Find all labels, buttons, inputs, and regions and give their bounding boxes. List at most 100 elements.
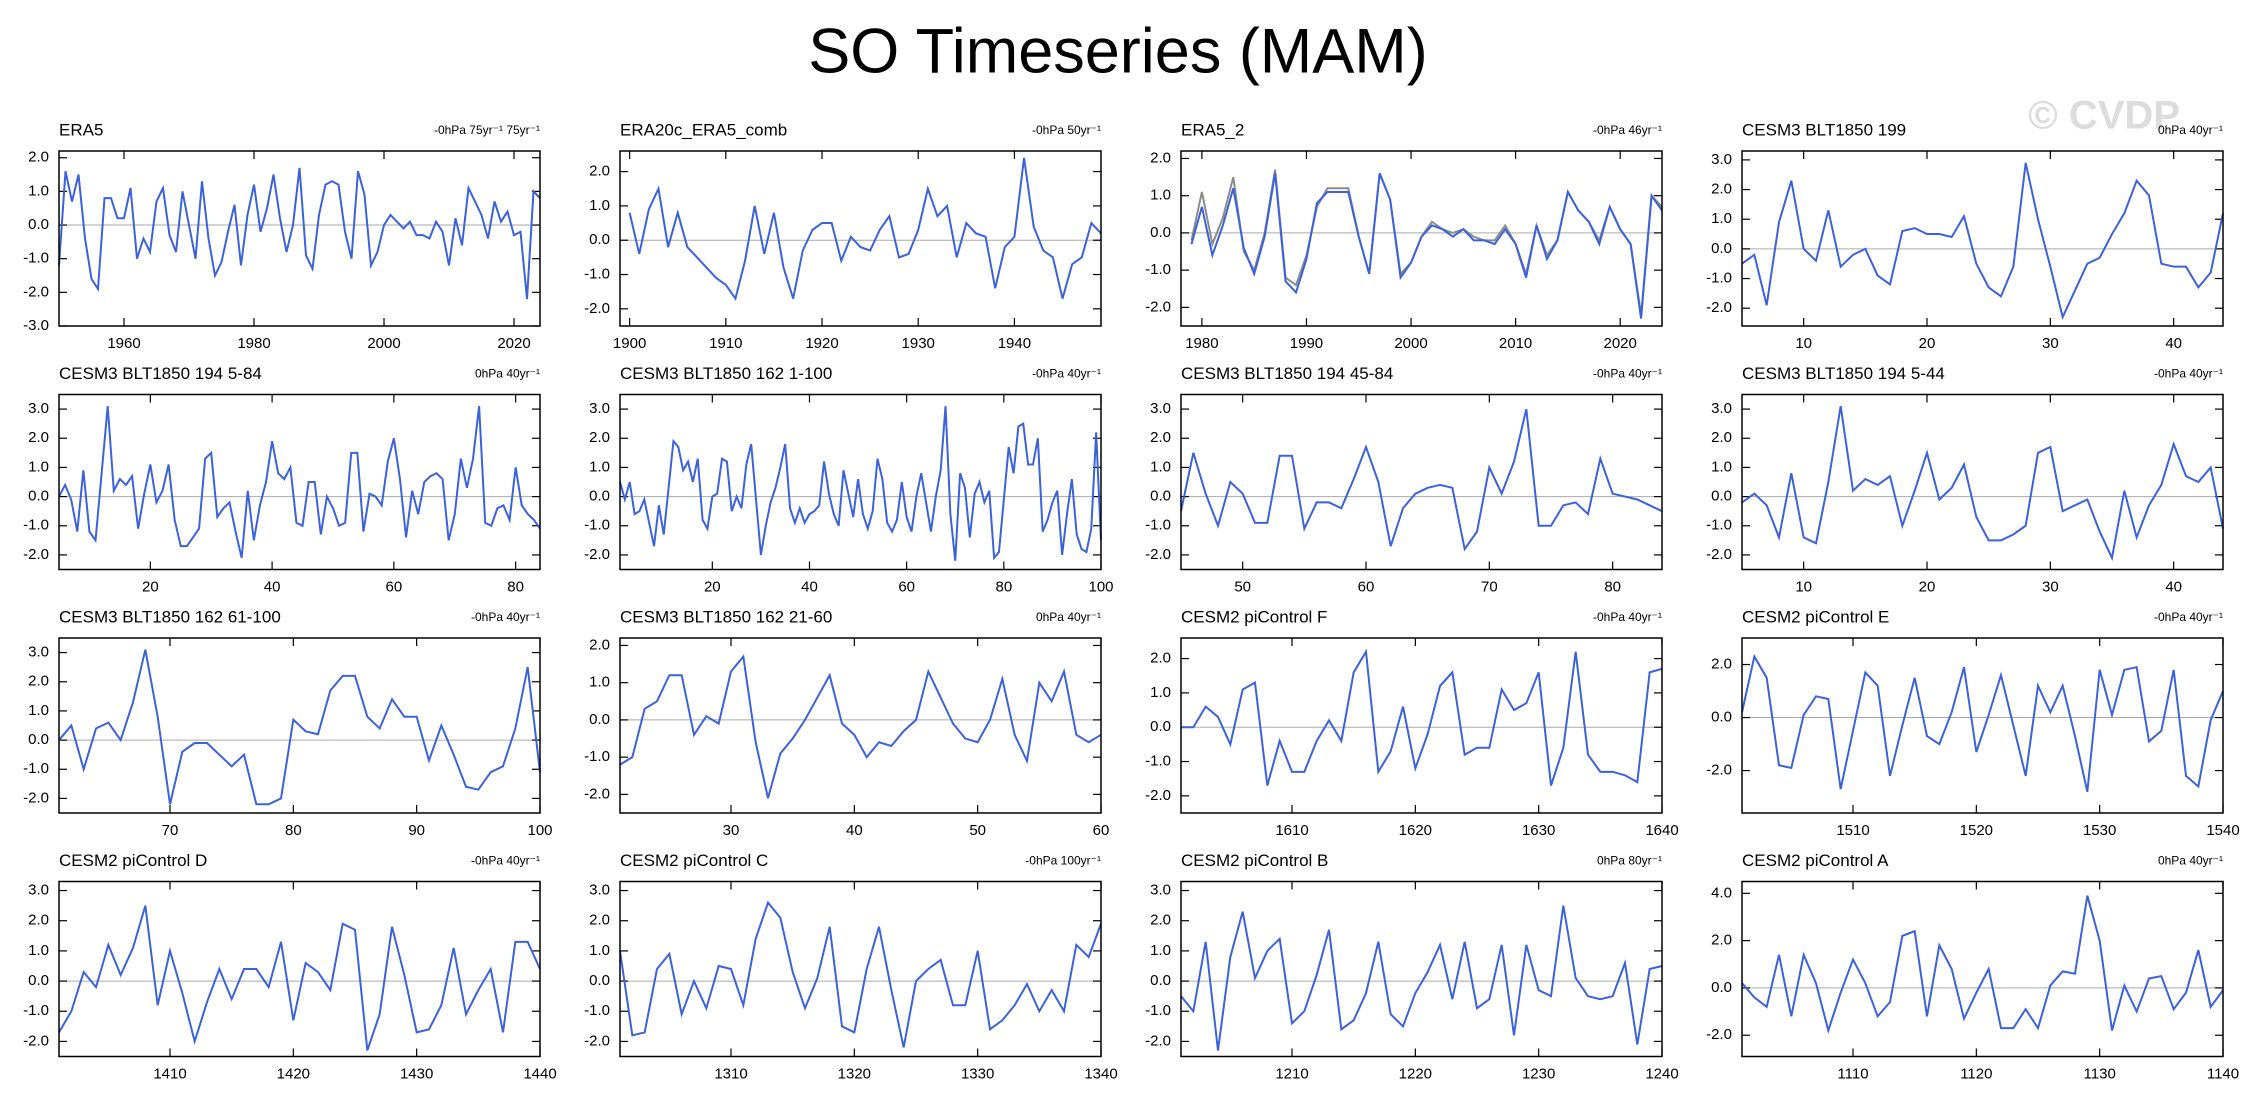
series-line [58,167,541,300]
x-tick-label: 1900 [613,335,646,352]
y-tick-label: 0.0 [589,711,610,728]
panel-title: ERA20c_ERA5_comb [620,120,787,139]
y-tick-label: 0.0 [28,972,49,989]
y-tick-label: 1.0 [1150,942,1171,959]
y-tick-label: 2.0 [589,429,610,446]
y-tick-label: 3.0 [1150,400,1171,417]
y-tick-label: 0.0 [1711,709,1732,726]
y-tick-label: 2.0 [1711,429,1732,446]
x-tick-label: 1120 [1960,1065,1992,1082]
x-tick-label: 80 [1604,578,1621,595]
x-tick-label: 60 [1358,578,1375,595]
series-line [1741,895,2224,1035]
series-line [1741,162,2224,321]
y-tick-label: 2.0 [1150,912,1171,929]
x-tick-label: 20 [142,578,159,595]
y-tick-label: 0.0 [28,488,49,505]
y-tick-label: 2.0 [28,912,49,929]
x-tick-label: 50 [1234,578,1251,595]
x-tick-label: 1910 [709,335,742,352]
x-tick-label: 80 [995,578,1012,595]
plot-frame [1180,880,1663,1058]
panel-subtitle: -0hPa 50yr⁻¹ [1032,123,1101,137]
y-tick-label: 1.0 [589,942,610,959]
plot-frame [1180,393,1663,571]
panel-subtitle: 0hPa 40yr⁻¹ [475,367,540,381]
y-tick-label: 2.0 [1711,655,1732,672]
y-tick-label: 1.0 [28,942,49,959]
y-tick-label: -1.0 [584,517,610,534]
y-tick-label: 2.0 [1150,429,1171,446]
y-tick-label: 2.0 [589,912,610,929]
panel-subtitle: 0hPa 80yr⁻¹ [1597,854,1662,868]
x-tick-label: 100 [527,822,552,839]
plot-frame [619,393,1102,571]
x-tick-label: 1640 [1645,822,1678,839]
y-tick-label: -1.0 [1706,270,1732,287]
y-tick-label: 0.0 [589,488,610,505]
y-tick-label: 2.0 [589,163,610,180]
series-line [58,649,541,806]
x-tick-label: 30 [723,822,740,839]
panel-title: CESM2 piControl E [1742,607,1889,626]
x-tick-label: 10 [1795,335,1812,352]
x-tick-label: 70 [1481,578,1498,595]
x-tick-label: 1440 [523,1065,556,1082]
y-tick-label: -2.0 [23,546,49,563]
plot-frame [1180,150,1663,327]
x-tick-label: 1960 [107,335,140,352]
panel-title: CESM2 piControl D [59,851,207,870]
x-tick-label: 50 [969,822,986,839]
x-tick-label: 1130 [2084,1065,2116,1082]
x-tick-label: 30 [2042,578,2059,595]
series-line [1741,406,2224,562]
y-tick-label: -2.0 [23,1032,49,1049]
y-tick-label: -1.0 [23,1002,49,1019]
plot-frame [1741,393,2224,571]
x-tick-label: 2010 [1499,335,1532,352]
y-tick-label: 1.0 [1150,684,1171,701]
x-tick-label: 2020 [1603,335,1636,352]
y-tick-label: 3.0 [28,400,49,417]
x-tick-label: 1980 [1185,335,1218,352]
x-tick-label: 1610 [1275,822,1308,839]
panel-title: CESM3 BLT1850 194 5-44 [1742,364,1945,383]
y-tick-label: 4.0 [1711,884,1732,901]
y-tick-label: -2.0 [1706,762,1732,779]
y-tick-label: 3.0 [28,882,49,899]
panel-title: CESM3 BLT1850 199 [1742,120,1906,139]
x-tick-label: 1940 [998,335,1031,352]
series-line [1180,408,1663,552]
y-tick-label: 0.0 [28,216,49,233]
x-tick-label: 2000 [1394,335,1427,352]
plot-frame [1741,880,2224,1058]
plot-frame [58,880,541,1058]
x-tick-label: 30 [2042,335,2059,352]
plot-frame [58,393,541,571]
panel-title: CESM3 BLT1850 162 1-100 [620,364,832,383]
panel-subtitle: -0hPa 100yr⁻¹ [1025,854,1101,868]
x-tick-label: 1310 [714,1065,747,1082]
y-tick-label: -1.0 [584,1002,610,1019]
y-tick-label: -2.0 [1145,1032,1171,1049]
x-tick-label: 1990 [1290,335,1323,352]
x-tick-label: 60 [898,578,915,595]
y-tick-label: -1.0 [584,748,610,765]
y-tick-label: -1.0 [1145,261,1171,278]
x-tick-label: 1220 [1399,1065,1432,1082]
plot-frame [1180,637,1663,814]
y-tick-label: 1.0 [589,458,610,475]
x-tick-label: 1510 [1836,822,1869,839]
panel-title: ERA5 [59,120,103,139]
plot-frame [58,637,541,814]
plot-frame [58,150,541,327]
panel-title: CESM3 BLT1850 162 61-100 [59,607,281,626]
panel-title: CESM2 piControl C [620,851,768,870]
y-tick-label: 1.0 [589,674,610,691]
panel-subtitle: -0hPa 40yr⁻¹ [1593,610,1662,624]
panel-subtitle: -0hPa 40yr⁻¹ [1593,367,1662,381]
y-tick-label: 0.0 [1150,224,1171,241]
y-tick-label: -2.0 [1145,546,1171,563]
panel-subtitle: -0hPa 75yr⁻¹ 75yr⁻¹ [434,123,540,137]
